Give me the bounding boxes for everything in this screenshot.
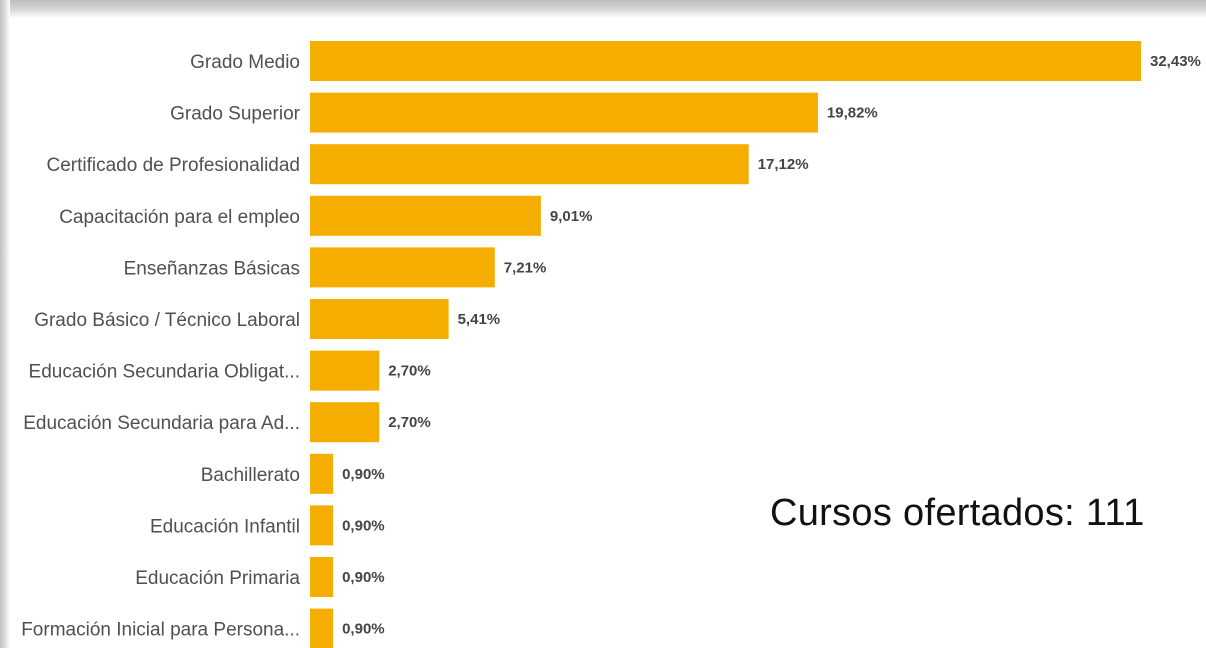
value-label-5: 5,41% (458, 311, 501, 328)
bar-5[interactable] (310, 299, 449, 339)
bar-2[interactable] (310, 144, 749, 185)
value-label-7: 2,70% (388, 414, 431, 431)
value-label-6: 2,70% (388, 363, 431, 380)
value-label-2: 17,12% (758, 156, 809, 173)
category-label-2: Certificado de Profesionalidad (47, 155, 301, 176)
category-label-0: Grado Medio (190, 52, 300, 73)
bar-10[interactable] (310, 557, 334, 597)
bar-6[interactable] (310, 350, 380, 391)
category-label-8: Bachillerato (201, 465, 300, 486)
value-label-3: 9,01% (550, 208, 593, 225)
bar-9[interactable] (310, 505, 334, 546)
category-label-11: Formación Inicial para Persona... (21, 620, 300, 641)
value-label-11: 0,90% (342, 621, 385, 638)
category-label-9: Educación Infantil (150, 516, 300, 537)
value-label-10: 0,90% (342, 569, 385, 586)
category-label-10: Educación Primaria (135, 568, 300, 589)
value-label-0: 32,43% (1150, 53, 1201, 70)
bar-4[interactable] (310, 247, 495, 288)
value-label-8: 0,90% (342, 466, 385, 483)
bar-7[interactable] (310, 402, 380, 443)
category-label-1: Grado Superior (170, 104, 301, 125)
bar-3[interactable] (310, 195, 541, 236)
bar-0[interactable] (310, 41, 1141, 81)
bar-1[interactable] (310, 92, 818, 133)
value-label-9: 0,90% (342, 517, 385, 534)
category-label-7: Educación Secundaria para Ad... (23, 413, 300, 434)
courses-offered-annotation: Cursos ofertados: 111 (770, 492, 1145, 534)
category-label-4: Enseñanzas Básicas (124, 258, 300, 279)
bar-11[interactable] (310, 608, 334, 648)
category-label-6: Educación Secundaria Obligat... (29, 362, 300, 383)
value-label-4: 7,21% (504, 259, 547, 276)
category-label-3: Capacitación para el empleo (59, 207, 300, 228)
panel-shadow-left (0, 0, 10, 648)
bar-8[interactable] (310, 453, 334, 494)
value-label-1: 19,82% (827, 105, 878, 122)
panel-shadow-top (0, 0, 1206, 18)
category-label-5: Grado Básico / Técnico Laboral (34, 310, 300, 331)
